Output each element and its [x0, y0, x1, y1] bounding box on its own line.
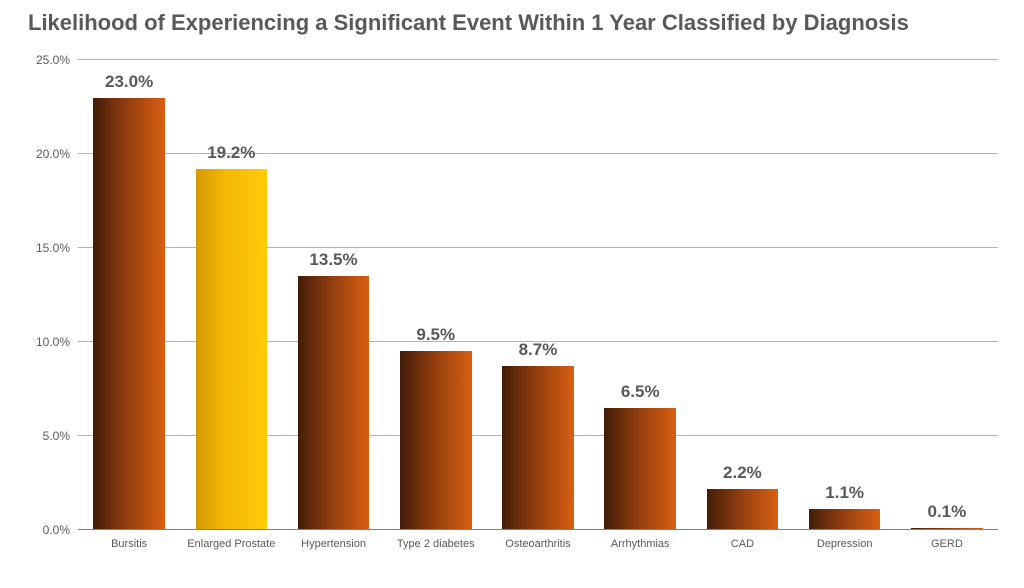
y-tick-label: 20.0%: [36, 147, 70, 161]
bar-value-label: 8.7%: [519, 340, 558, 360]
bar-slot: 13.5% Hypertension: [282, 60, 384, 530]
x-tick-label: Bursitis: [111, 538, 147, 550]
x-axis-baseline: [78, 529, 998, 530]
bar-value-label: 9.5%: [416, 325, 455, 345]
bar-slot: 6.5% Arrhythmias: [589, 60, 691, 530]
bar-value-label: 1.1%: [825, 483, 864, 503]
bar-osteoarthritis: 8.7%: [502, 366, 574, 530]
y-tick-label: 5.0%: [43, 429, 70, 443]
bar-arrhythmias: 6.5%: [604, 408, 676, 530]
x-tick-label: Enlarged Prostate: [187, 538, 275, 550]
bar-enlarged-prostate: 19.2%: [196, 169, 268, 530]
y-tick-label: 0.0%: [43, 523, 70, 537]
x-tick-label: Arrhythmias: [611, 538, 670, 550]
bar-slot: 0.1% GERD: [896, 60, 998, 530]
x-tick-label: Depression: [817, 538, 873, 550]
plot-area: 0.0% 5.0% 10.0% 15.0% 20.0% 25.0% 23.0% …: [78, 60, 998, 530]
bar-value-label: 0.1%: [927, 502, 966, 522]
bar-hypertension: 13.5%: [298, 276, 370, 530]
x-tick-label: Osteoarthritis: [505, 538, 570, 550]
x-tick-label: Type 2 diabetes: [397, 538, 475, 550]
bar-slot: 8.7% Osteoarthritis: [487, 60, 589, 530]
bar-type-2-diabetes: 9.5%: [400, 351, 472, 530]
y-tick-label: 25.0%: [36, 53, 70, 67]
bar-value-label: 23.0%: [105, 72, 153, 92]
bar-slot: 2.2% CAD: [691, 60, 793, 530]
bar-bursitis: 23.0%: [93, 98, 165, 530]
bar-slot: 23.0% Bursitis: [78, 60, 180, 530]
bar-slot: 1.1% Depression: [794, 60, 896, 530]
bar-value-label: 13.5%: [309, 250, 357, 270]
bar-depression: 1.1%: [809, 509, 881, 530]
x-tick-label: CAD: [731, 538, 754, 550]
y-tick-label: 10.0%: [36, 335, 70, 349]
chart-container: Likelihood of Experiencing a Significant…: [0, 0, 1024, 588]
chart-title: Likelihood of Experiencing a Significant…: [28, 10, 909, 36]
y-tick-label: 15.0%: [36, 241, 70, 255]
bars-row: 23.0% Bursitis 19.2% Enlarged Prostate 1…: [78, 60, 998, 530]
bar-slot: 19.2% Enlarged Prostate: [180, 60, 282, 530]
bar-value-label: 6.5%: [621, 382, 660, 402]
x-tick-label: GERD: [931, 538, 963, 550]
bar-value-label: 19.2%: [207, 143, 255, 163]
x-tick-label: Hypertension: [301, 538, 366, 550]
bar-slot: 9.5% Type 2 diabetes: [385, 60, 487, 530]
bar-value-label: 2.2%: [723, 463, 762, 483]
bar-cad: 2.2%: [707, 489, 779, 530]
